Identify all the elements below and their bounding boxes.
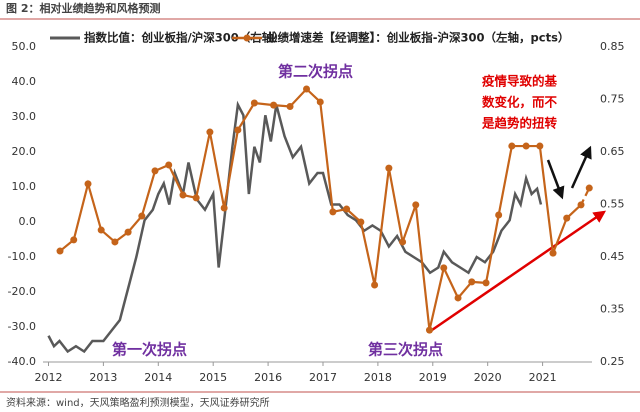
marker — [286, 103, 294, 110]
marker — [138, 212, 146, 220]
y-tick-label: 0.0 — [19, 215, 37, 228]
arrow — [431, 210, 607, 332]
marker — [563, 214, 571, 222]
marker — [495, 211, 503, 219]
marker — [549, 249, 557, 257]
marker — [585, 184, 593, 192]
y2-tick-label: 0.65 — [600, 145, 625, 158]
x-tick-label: 2020 — [474, 371, 502, 384]
annotation: 数变化，而不 — [481, 95, 558, 110]
x-tick-label: 2012 — [34, 371, 62, 384]
annotation: 疫情导致的基 — [482, 74, 558, 89]
series-line — [47, 100, 543, 354]
marker — [399, 238, 407, 246]
marker — [468, 278, 476, 286]
marker — [454, 294, 462, 302]
y-tick-label: -20.0 — [8, 285, 36, 298]
legend-label: 指数比值：创业板指/沪深300（右轴） — [84, 31, 285, 45]
marker — [111, 238, 119, 246]
x-tick-label: 2021 — [529, 371, 557, 384]
marker — [56, 247, 64, 255]
marker — [220, 204, 228, 212]
x-tick-label: 2013 — [89, 371, 117, 384]
y-tick-label: 50.0 — [12, 40, 37, 53]
marker — [425, 326, 433, 334]
marker — [577, 201, 585, 209]
annotation: 第三次拐点 — [368, 341, 443, 359]
y-tick-label: -30.0 — [8, 320, 36, 333]
marker — [70, 236, 78, 244]
annotation: 是趋势的扭转 — [481, 116, 558, 131]
legend-label: 业绩增速差【经调整】：创业板指-沪深300（左轴，pcts） — [266, 31, 569, 45]
y-tick-label: 10.0 — [12, 180, 37, 193]
marker — [536, 142, 544, 150]
y2-tick-label: 0.25 — [600, 355, 625, 368]
x-tick-label: 2014 — [144, 371, 172, 384]
arrow — [570, 145, 592, 189]
x-tick-label: 2016 — [254, 371, 282, 384]
marker — [329, 208, 337, 216]
marker — [482, 279, 490, 287]
marker — [151, 167, 159, 175]
y-tick-label: -10.0 — [8, 250, 36, 263]
y2-tick-label: 0.45 — [600, 250, 625, 263]
series-line — [59, 87, 582, 331]
marker — [385, 164, 393, 172]
y-tick-label: -40.0 — [8, 355, 36, 368]
arrow — [546, 159, 565, 200]
x-tick-label: 2018 — [364, 371, 392, 384]
marker — [192, 194, 200, 202]
marker — [179, 191, 187, 199]
marker — [371, 281, 379, 289]
annotation: 第二次拐点 — [278, 63, 353, 81]
x-tick-label: 2019 — [419, 371, 447, 384]
marker — [206, 128, 214, 136]
x-tick-label: 2017 — [309, 371, 337, 384]
marker — [522, 142, 530, 150]
marker — [440, 264, 448, 272]
marker — [316, 98, 324, 106]
marker — [357, 218, 365, 226]
marker — [84, 180, 92, 188]
marker — [234, 126, 242, 134]
y-tick-label: 40.0 — [12, 75, 37, 88]
marker — [343, 205, 351, 213]
marker — [508, 142, 516, 150]
marker — [270, 101, 278, 109]
marker — [165, 161, 173, 169]
y2-tick-label: 0.55 — [600, 198, 625, 211]
x-tick-label: 2015 — [199, 371, 227, 384]
source: 资料来源：wind，天风策略盈利预测模型，天风证券研究所 — [6, 396, 270, 409]
marker — [303, 85, 311, 93]
chart-title: 图 2：相对业绩趋势和风格预测 — [6, 1, 160, 15]
y-tick-label: 20.0 — [12, 145, 37, 158]
y2-tick-label: 0.35 — [600, 303, 625, 316]
y-tick-label: 30.0 — [12, 110, 37, 123]
legend-marker — [243, 34, 251, 42]
marker — [124, 228, 132, 236]
y2-tick-label: 0.75 — [600, 93, 625, 106]
annotation: 第一次拐点 — [112, 341, 187, 359]
marker — [250, 99, 258, 107]
marker — [97, 226, 105, 234]
marker — [412, 201, 420, 209]
y2-tick-label: 0.85 — [600, 40, 625, 53]
